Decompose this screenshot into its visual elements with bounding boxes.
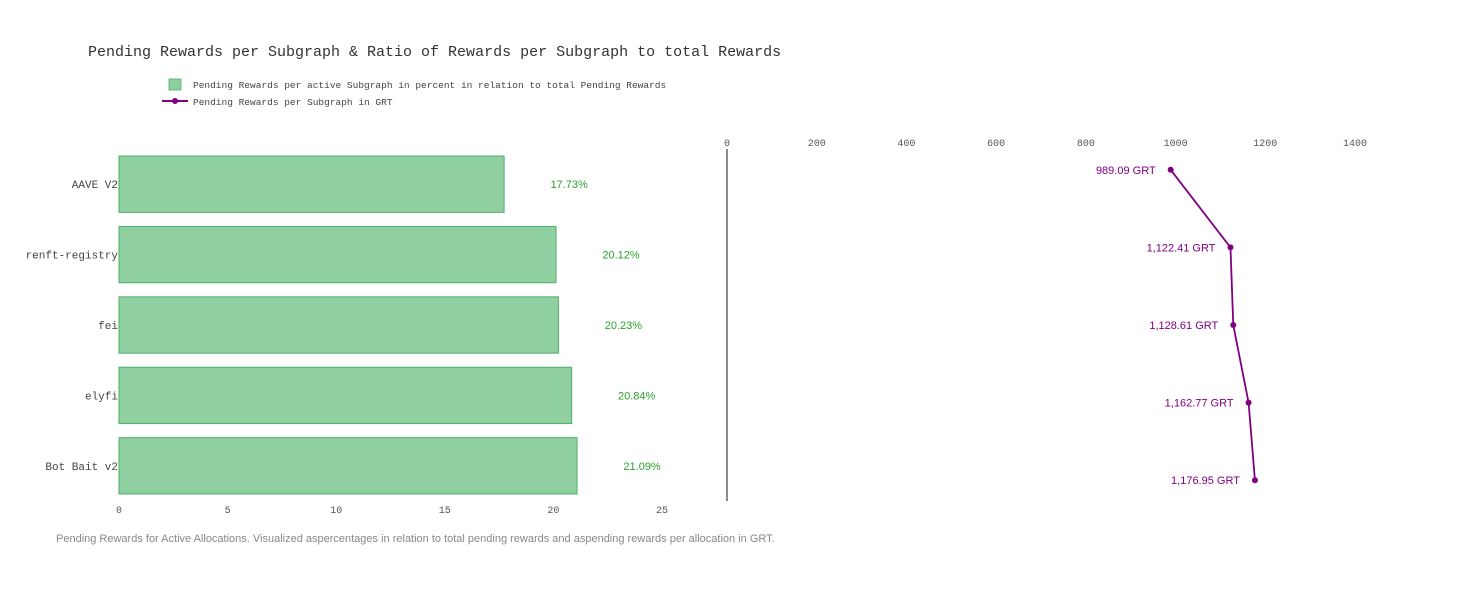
- legend[interactable]: Pending Rewards per active Subgraph in p…: [162, 78, 666, 108]
- category-tick-label: Bot Bait v2: [45, 462, 118, 474]
- line-data-label: 1,128.61 GRT: [1149, 320, 1218, 332]
- legend-line-label: Pending Rewards per Subgraph in GRT: [193, 97, 393, 108]
- legend-bar-label: Pending Rewards per active Subgraph in p…: [193, 80, 666, 91]
- line-point: [1227, 244, 1234, 251]
- bar-data-label: 20.23%: [605, 320, 643, 332]
- bar-data-label: 20.12%: [602, 250, 640, 262]
- top-x-tick-label: 800: [1077, 139, 1095, 150]
- line-data-label: 1,122.41 GRT: [1147, 242, 1216, 254]
- x-tick-label: 15: [439, 506, 451, 517]
- top-x-tick-label: 0: [724, 139, 730, 150]
- bar: [118, 437, 578, 495]
- line-panel: 0 200 400 600 800 1000 1200 1400 989.09 GRT 1,122…: [724, 139, 1367, 501]
- top-x-tick-label: 200: [808, 139, 826, 150]
- x-tick-label: 25: [656, 506, 668, 517]
- x-tick-label: 10: [330, 506, 342, 517]
- line-point: [1167, 166, 1174, 173]
- category-tick-label: fei: [98, 321, 118, 333]
- category-tick-label: elyfi: [85, 391, 118, 403]
- line-point: [1245, 399, 1252, 406]
- top-x-tick-label: 400: [897, 139, 915, 150]
- bar: [118, 366, 573, 425]
- x-tick-label: 20: [547, 506, 559, 517]
- bar: [118, 296, 559, 354]
- bar-data-label: 17.73%: [550, 179, 588, 191]
- top-x-tick-label: 1400: [1343, 139, 1367, 150]
- legend-line-marker: [172, 98, 178, 104]
- bar-panel: AAVE V2 17.73% renft-registry 20.12% fei 20.2…: [26, 155, 668, 517]
- chart-title: Pending Rewards per Subgraph & Ratio of …: [88, 44, 781, 61]
- top-x-tick-label: 1200: [1253, 139, 1277, 150]
- line-data-label: 989.09 GRT: [1096, 165, 1156, 177]
- line-data-label: 1,162.77 GRT: [1165, 398, 1234, 410]
- chart-caption: Pending Rewards for Active Allocations. …: [56, 533, 775, 545]
- category-tick-label: renft-registry: [26, 251, 119, 263]
- category-tick-label: AAVE V2: [72, 180, 118, 192]
- bar-data-label: 21.09%: [623, 461, 661, 473]
- line-point: [1251, 477, 1258, 484]
- top-x-tick-label: 1000: [1164, 139, 1188, 150]
- line-point: [1230, 322, 1237, 328]
- legend-bar-swatch: [168, 78, 182, 91]
- x-tick-label: 0: [116, 506, 122, 517]
- line-data-label: 1,176.95 GRT: [1171, 475, 1240, 487]
- bar: [118, 155, 505, 213]
- x-tick-label: 5: [225, 506, 231, 517]
- bar: [118, 225, 557, 284]
- top-x-tick-label: 600: [987, 139, 1005, 150]
- bar-data-label: 20.84%: [618, 390, 656, 402]
